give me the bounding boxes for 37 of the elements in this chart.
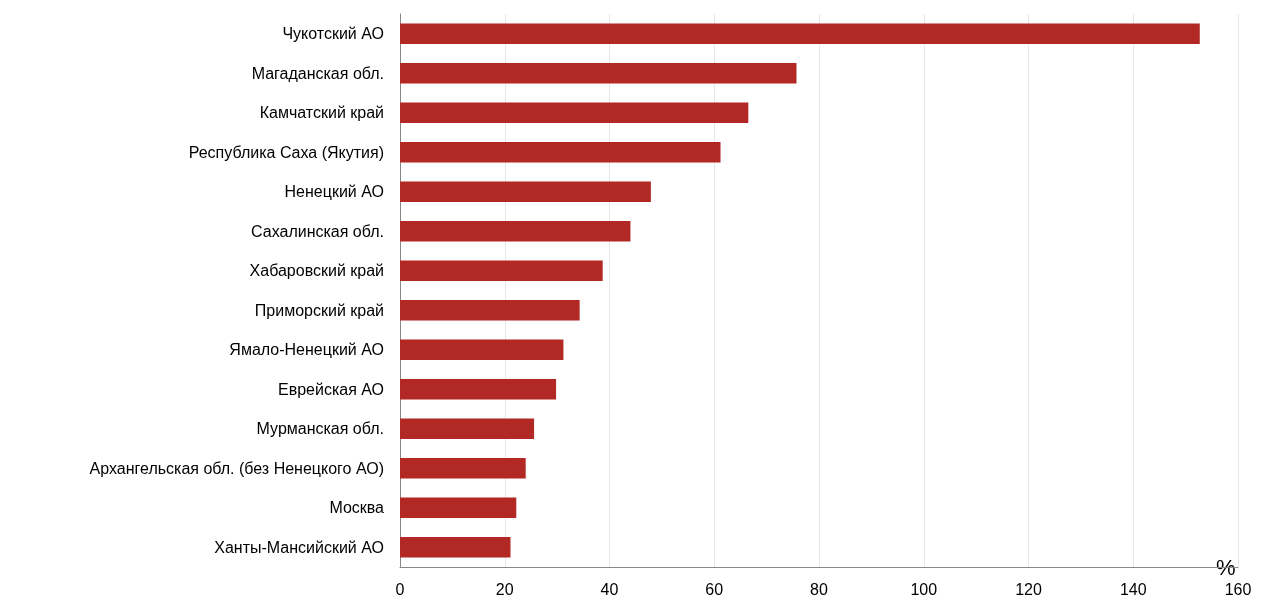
y-tick-label: Мурманская обл. xyxy=(256,420,384,438)
bar xyxy=(400,457,526,479)
bar xyxy=(400,102,749,124)
bar xyxy=(400,339,564,361)
y-tick-label: Приморский край xyxy=(254,301,384,319)
x-tick-label: 0 xyxy=(395,580,405,598)
bar xyxy=(400,181,651,203)
bar xyxy=(400,497,517,519)
x-tick-label: 160 xyxy=(1224,580,1252,598)
bar xyxy=(400,418,535,440)
y-tick-label: Ханты-Мансийский АО xyxy=(214,538,384,556)
y-tick-label: Хабаровский край xyxy=(249,262,384,280)
bar xyxy=(400,299,580,321)
y-tick-label: Москва xyxy=(329,499,385,517)
bar xyxy=(400,260,603,282)
bar xyxy=(400,536,511,558)
y-tick-label: Камчатский край xyxy=(259,104,384,122)
x-tick-label: 120 xyxy=(1015,580,1042,598)
x-tick-label: 100 xyxy=(910,580,938,598)
x-tick-label: 80 xyxy=(810,580,828,598)
x-tick-label: 60 xyxy=(705,580,724,598)
bar xyxy=(400,220,631,242)
x-tick-label: 40 xyxy=(600,580,619,598)
x-tick-label: 20 xyxy=(495,580,514,598)
y-tick-label: Республика Саха (Якутия) xyxy=(188,143,384,161)
x-tick-label: 140 xyxy=(1119,580,1147,598)
y-tick-label: Архангельская обл. (без Ненецкого АО) xyxy=(89,459,384,477)
y-tick-label: Еврейская АО xyxy=(277,380,384,398)
bar xyxy=(400,378,557,400)
y-tick-label: Сахалинская обл. xyxy=(251,222,384,240)
y-tick-label: Ямало-Ненецкий АО xyxy=(229,341,384,359)
y-tick-label: Магаданская обл. xyxy=(251,64,384,82)
y-tick-label: Чукотский АО xyxy=(282,25,384,43)
bar xyxy=(400,62,797,84)
y-tick-label: Ненецкий АО xyxy=(284,183,384,201)
bar xyxy=(400,23,1200,45)
bar xyxy=(400,141,721,163)
